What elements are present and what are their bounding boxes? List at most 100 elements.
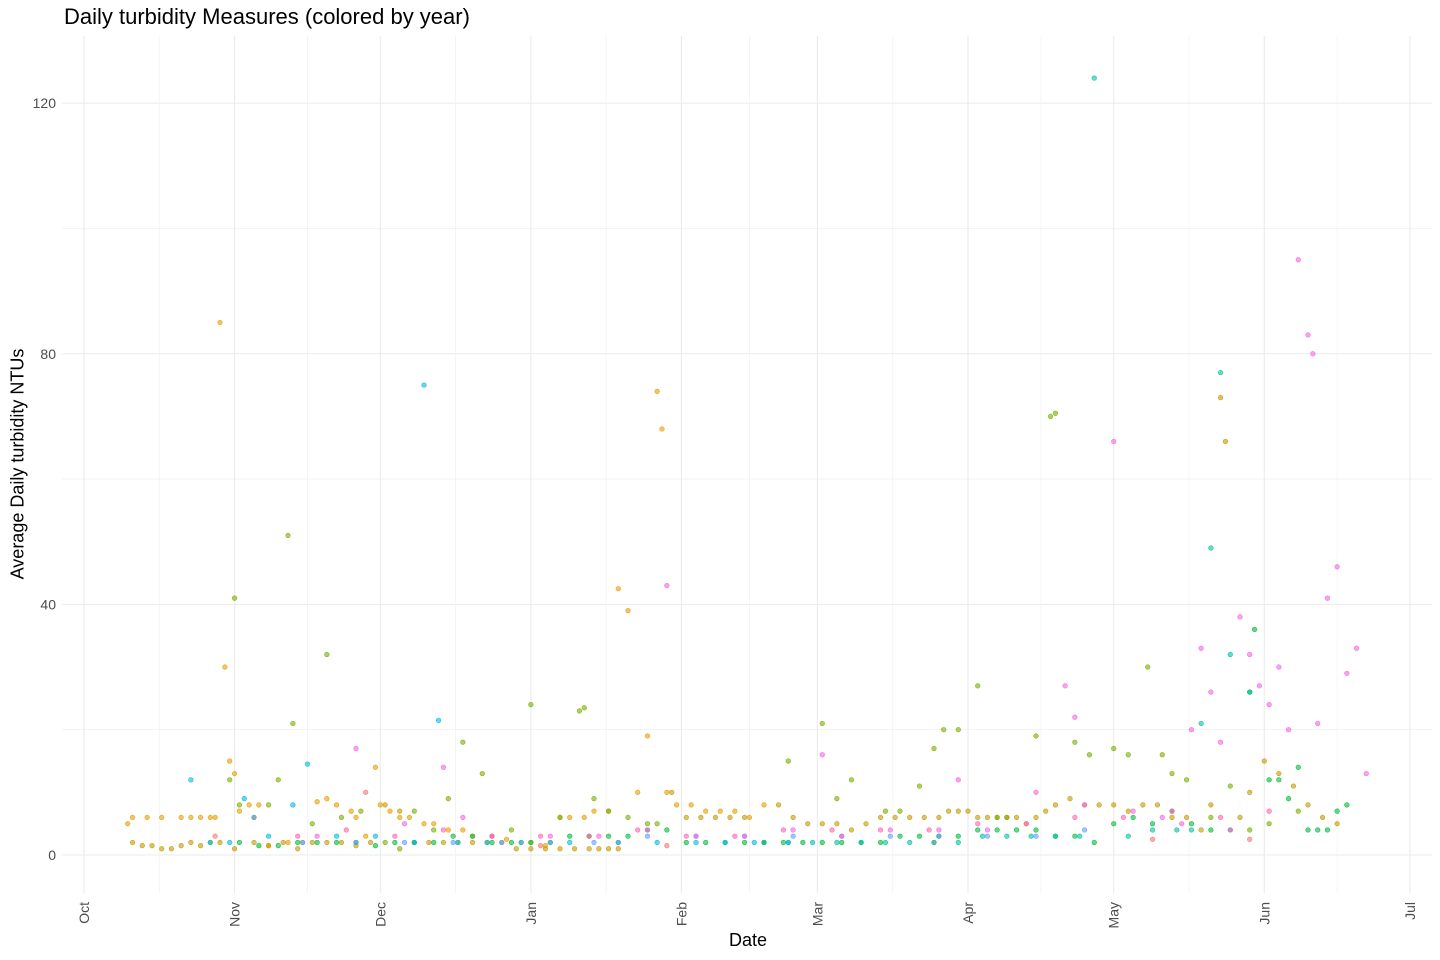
data-point xyxy=(615,846,621,852)
data-point xyxy=(1334,808,1340,814)
data-point xyxy=(1208,802,1214,808)
data-point xyxy=(1247,789,1253,795)
data-point xyxy=(1081,827,1088,833)
data-point xyxy=(1217,739,1224,745)
data-point xyxy=(1188,727,1195,733)
data-point xyxy=(780,827,787,833)
data-point xyxy=(1295,257,1301,263)
data-point xyxy=(591,796,597,802)
data-point xyxy=(343,827,349,833)
data-point xyxy=(484,839,490,846)
data-point xyxy=(567,833,573,839)
data-point xyxy=(1004,833,1010,839)
data-point xyxy=(834,796,840,802)
data-point xyxy=(401,821,408,827)
data-point xyxy=(839,833,845,839)
data-point xyxy=(1222,438,1229,445)
data-point xyxy=(664,827,670,833)
data-point xyxy=(333,802,340,808)
data-point xyxy=(1305,332,1311,338)
data-point xyxy=(508,827,515,833)
data-point xyxy=(863,821,869,827)
data-point xyxy=(1052,802,1059,808)
data-point xyxy=(1120,814,1127,821)
data-point xyxy=(1285,727,1292,733)
data-point xyxy=(212,814,218,821)
data-point xyxy=(848,777,855,783)
data-point xyxy=(508,839,515,846)
data-point xyxy=(936,827,942,833)
data-point xyxy=(241,796,247,802)
data-point xyxy=(367,839,374,846)
data-point xyxy=(445,827,451,833)
data-point xyxy=(236,808,243,814)
data-point xyxy=(732,833,738,839)
data-point xyxy=(834,821,840,827)
data-point xyxy=(994,814,1000,821)
data-point xyxy=(664,843,670,849)
data-point xyxy=(1198,645,1204,651)
data-point xyxy=(790,814,796,821)
data-point xyxy=(1072,833,1078,839)
data-point xyxy=(431,827,437,833)
data-point xyxy=(1130,808,1136,814)
data-point xyxy=(1208,814,1214,821)
y-tick-labels: 0 40 80 120 xyxy=(33,95,57,863)
data-point xyxy=(644,821,651,827)
data-point xyxy=(290,802,296,808)
data-point xyxy=(955,833,961,839)
x-tick-label: Oct xyxy=(76,902,92,924)
data-point xyxy=(1091,75,1097,81)
data-point xyxy=(931,839,937,846)
data-point xyxy=(489,833,495,839)
data-point xyxy=(877,827,884,833)
data-point xyxy=(125,821,131,827)
data-point xyxy=(280,839,286,846)
data-point xyxy=(285,839,291,846)
data-point xyxy=(445,796,451,802)
data-point xyxy=(547,839,553,846)
data-point xyxy=(1276,664,1282,670)
data-point xyxy=(1169,770,1175,777)
data-point xyxy=(372,843,379,849)
data-point xyxy=(392,833,398,839)
data-point xyxy=(673,802,680,808)
data-point xyxy=(1077,833,1083,839)
data-point xyxy=(712,814,719,821)
data-point xyxy=(440,839,447,846)
data-point xyxy=(698,814,704,821)
data-point xyxy=(669,789,675,795)
data-point xyxy=(1251,626,1258,633)
data-point xyxy=(1295,808,1301,814)
data-point xyxy=(907,839,913,846)
data-point xyxy=(1004,814,1010,821)
data-point xyxy=(431,839,437,846)
data-point xyxy=(1149,827,1156,833)
data-point xyxy=(819,821,825,827)
data-point xyxy=(644,833,651,839)
y-tick-label: 80 xyxy=(40,346,56,362)
data-point xyxy=(683,814,689,821)
data-point xyxy=(882,808,889,814)
data-point xyxy=(547,833,553,839)
data-point xyxy=(1130,814,1136,821)
data-point xyxy=(858,839,864,846)
data-point xyxy=(188,777,194,783)
data-point xyxy=(333,833,340,839)
data-point xyxy=(309,839,315,846)
data-point xyxy=(188,839,194,846)
data-point xyxy=(625,608,631,614)
data-point xyxy=(926,827,932,833)
data-point xyxy=(295,833,301,839)
data-point xyxy=(129,839,136,846)
y-tick-label: 40 xyxy=(40,596,56,612)
data-point xyxy=(1033,789,1039,795)
data-point xyxy=(246,802,252,808)
data-point xyxy=(363,833,369,839)
data-point xyxy=(659,426,665,432)
data-point xyxy=(455,839,461,846)
data-point xyxy=(717,808,723,814)
data-point xyxy=(426,839,432,846)
data-point xyxy=(1159,814,1165,821)
data-point xyxy=(353,814,359,821)
